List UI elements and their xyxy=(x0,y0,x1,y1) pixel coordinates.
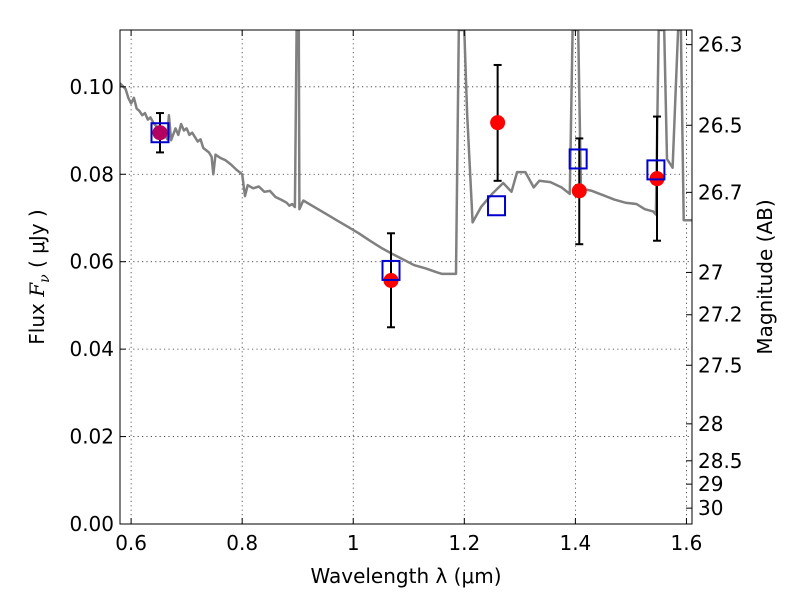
y-axis-title-symbol: F xyxy=(25,282,49,298)
x-tick-label: 0.8 xyxy=(226,531,258,555)
x-tick-label: 1.4 xyxy=(559,531,591,555)
synthetic-point xyxy=(150,122,170,144)
y-axis-title: Flux Fν ( μJy ) xyxy=(25,209,53,344)
synthetic-point xyxy=(646,159,666,181)
y-axis-title-suffix: ( μJy ) xyxy=(25,209,49,274)
model-spectrum-line xyxy=(120,30,692,276)
x-tick-label: 1.6 xyxy=(671,531,703,555)
x-tick-label: 1.2 xyxy=(448,531,480,555)
observed-point xyxy=(490,115,506,131)
observed-point xyxy=(571,183,587,199)
right-tick-label: 26.5 xyxy=(698,113,743,137)
grid xyxy=(120,30,692,525)
y-axis-title-subscript: ν xyxy=(37,274,53,283)
right-tick-label: 26.7 xyxy=(698,180,743,204)
right-tick-label: 27.2 xyxy=(698,303,743,327)
error-bars xyxy=(155,63,662,329)
right-tick-label: 26.3 xyxy=(698,33,743,57)
y-tick-label: 0.00 xyxy=(69,512,114,536)
y-tick-label: 0.06 xyxy=(69,250,114,274)
synthetic-point xyxy=(487,195,507,217)
y-axis-title-prefix: Flux xyxy=(25,297,49,345)
x-tick-label: 1 xyxy=(347,531,360,555)
right-tick-label: 28.5 xyxy=(698,449,743,473)
x-tick-label: 0.6 xyxy=(115,531,147,555)
synthetic-point xyxy=(381,259,401,281)
right-tick-label: 30 xyxy=(698,496,723,520)
right-axis-title: Magnitude (AB) xyxy=(753,199,777,354)
synthetic-point xyxy=(568,148,588,170)
model-spectrum xyxy=(120,30,692,276)
right-tick-label: 27.5 xyxy=(698,353,743,377)
y-tick-label: 0.02 xyxy=(69,425,114,449)
x-axis-ticks: 0.6 0.8 1 1.2 1.4 1.6 xyxy=(115,30,702,555)
y-axis-ticks: 0.00 0.02 0.04 0.06 0.08 0.10 xyxy=(69,75,126,536)
y-tick-label: 0.08 xyxy=(69,162,114,186)
y-tick-label: 0.10 xyxy=(69,75,114,99)
x-axis-title: Wavelength λ (μm) xyxy=(310,564,501,588)
synthetic-points xyxy=(150,122,666,281)
right-tick-label: 28 xyxy=(698,412,723,436)
plot-frame xyxy=(119,29,693,525)
right-tick-label: 29 xyxy=(698,472,723,496)
right-tick-label: 27 xyxy=(698,260,723,284)
y-tick-label: 0.04 xyxy=(69,337,114,361)
overlap-point xyxy=(152,125,168,141)
